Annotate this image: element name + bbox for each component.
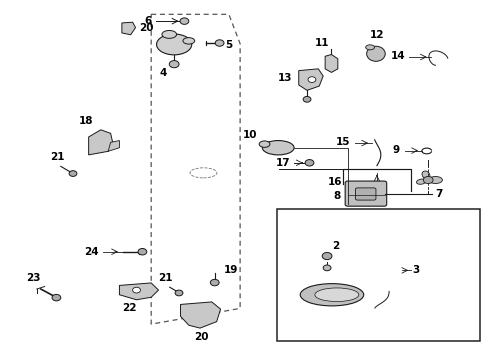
Polygon shape [299,69,323,90]
Text: 18: 18 [79,116,94,126]
Ellipse shape [315,288,359,302]
Circle shape [180,18,189,24]
Circle shape [305,159,314,166]
Text: 5: 5 [225,40,233,50]
Text: 6: 6 [144,16,151,26]
Ellipse shape [162,31,176,39]
Text: 17: 17 [275,158,290,168]
Circle shape [303,96,311,102]
Text: 21: 21 [50,152,65,162]
Text: 13: 13 [278,73,293,83]
Ellipse shape [366,45,374,50]
Polygon shape [89,130,113,155]
Text: 21: 21 [159,273,173,283]
Text: 3: 3 [412,265,419,275]
Ellipse shape [157,34,192,55]
Circle shape [423,176,433,184]
Text: 8: 8 [334,191,341,201]
Polygon shape [325,54,338,72]
Circle shape [52,294,61,301]
Text: 24: 24 [84,247,98,257]
Polygon shape [122,22,136,35]
Circle shape [133,287,141,293]
Text: 15: 15 [336,138,350,147]
Ellipse shape [416,179,426,184]
Text: 20: 20 [139,23,153,33]
Text: 20: 20 [194,332,208,342]
Circle shape [69,171,77,176]
Text: 19: 19 [223,265,238,275]
Text: 11: 11 [315,38,329,48]
Circle shape [175,290,183,296]
Bar [277,209,480,341]
Ellipse shape [367,46,385,61]
Ellipse shape [429,176,442,184]
FancyBboxPatch shape [355,188,376,200]
Ellipse shape [259,141,270,147]
Text: 10: 10 [243,130,258,140]
Circle shape [322,252,332,260]
Ellipse shape [300,284,364,306]
Text: 4: 4 [160,68,167,78]
Ellipse shape [262,140,294,155]
Circle shape [169,60,179,68]
Text: 2: 2 [332,241,339,251]
Text: 16: 16 [328,177,343,187]
Ellipse shape [422,171,430,179]
Text: 7: 7 [436,189,443,199]
Circle shape [215,40,224,46]
Circle shape [138,248,147,255]
Polygon shape [180,302,220,328]
Circle shape [210,279,219,286]
Text: 14: 14 [391,51,405,61]
FancyBboxPatch shape [345,181,387,206]
Text: 9: 9 [393,145,400,155]
Text: 23: 23 [26,273,41,283]
Text: 12: 12 [369,30,384,40]
Polygon shape [120,283,159,300]
Ellipse shape [183,38,195,44]
Circle shape [323,265,331,271]
Circle shape [308,77,316,82]
Polygon shape [108,140,120,151]
Text: 22: 22 [122,303,136,313]
